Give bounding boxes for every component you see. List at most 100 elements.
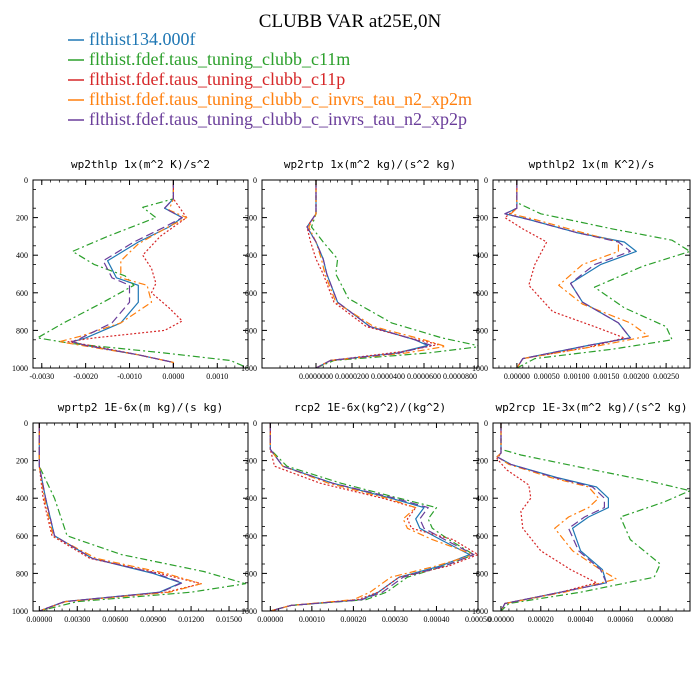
x-tick-label: 0.00900 (140, 615, 166, 624)
panel-title: wpthlp2 1x(m K^2)/s (529, 158, 655, 171)
series-line (269, 423, 475, 611)
x-tick-label: 0.00010 (299, 615, 325, 624)
y-tick-label: 200 (16, 214, 28, 223)
chart-panel: wpthlp2 1x(m K^2)/s 0 200 400 600 800 1000 0.00… (472, 158, 691, 381)
y-tick-label: 400 (245, 251, 257, 260)
legend-label: flthist134.000f (89, 29, 196, 49)
series-line (269, 423, 471, 611)
plot-frame (32, 179, 249, 369)
y-tick-label: 0 (253, 176, 257, 185)
series-line (71, 180, 183, 368)
x-tick-label: 0.00030 (382, 615, 408, 624)
x-tick-label: 0.00200 (623, 372, 649, 381)
x-tick-label: 0.00150 (593, 372, 619, 381)
y-tick-label: 400 (476, 251, 488, 260)
series-line (308, 180, 447, 368)
x-tick-label: -0.0010 (117, 372, 142, 381)
series-line (496, 423, 618, 611)
x-tick-label: 0.00040 (423, 615, 449, 624)
x-tick-label: 0.0000200 (335, 372, 369, 381)
y-tick-label: 600 (476, 289, 488, 298)
series-line (500, 423, 690, 611)
y-tick-label: 400 (245, 494, 257, 503)
chart-panel: rcp2 1E-6x(kg^2)/(kg^2) 0 200 400 600 800 1000… (241, 401, 491, 624)
x-tick-label: 0.00250 (653, 372, 679, 381)
legend-entry: flthist134.000f (68, 29, 196, 49)
series-group (504, 180, 690, 368)
y-tick-label: 400 (16, 251, 28, 260)
series-line (496, 423, 610, 611)
x-tick-label: 0.00000 (504, 372, 530, 381)
y-tick-label: 200 (16, 457, 28, 466)
legend: flthist134.000fflthist.fdef.taus_tuning_… (68, 29, 472, 129)
series-line (496, 423, 608, 611)
series-line (38, 423, 202, 611)
plot-frame (261, 179, 479, 369)
x-tick-label: 0.00080 (647, 615, 673, 624)
x-tick-label: 0.0000 (162, 372, 184, 381)
y-tick-label: 0 (24, 419, 28, 428)
x-tick-label: 0.0010 (206, 372, 228, 381)
x-tick-label: 0.00000 (488, 615, 514, 624)
y-tick-label: 600 (476, 532, 488, 541)
y-tick-label: 1000 (241, 364, 257, 373)
y-tick-label: 400 (16, 494, 28, 503)
panel-title: wp2rcp 1E-3x(m^2 kg)/(s^2 kg) (495, 401, 687, 414)
series-line (504, 180, 631, 368)
panel-title: wprtp2 1E-6x(m kg)/(s kg) (58, 401, 224, 414)
x-tick-label: -0.0020 (73, 372, 98, 381)
y-tick-label: 200 (476, 214, 488, 223)
series-line (38, 423, 182, 611)
legend-label: flthist.fdef.taus_tuning_clubb_c_invrs_t… (89, 109, 467, 129)
plot-frame (32, 422, 249, 612)
y-tick-label: 600 (245, 532, 257, 541)
series-line (516, 180, 690, 368)
series-line (38, 423, 247, 611)
panel-title: wp2thlp 1x(m^2 K)/s^2 (71, 158, 210, 171)
plot-frame (492, 179, 691, 369)
y-tick-label: 400 (476, 494, 488, 503)
y-tick-label: 600 (16, 532, 28, 541)
series-line (58, 180, 188, 368)
series-group (496, 423, 690, 611)
series-group (38, 423, 247, 611)
chart-panel: wp2rcp 1E-3x(m^2 kg)/(s^2 kg) 0 200 400 600 8… (472, 401, 691, 624)
legend-entry: flthist.fdef.taus_tuning_clubb_c11m (68, 49, 350, 69)
series-line (510, 180, 649, 368)
series-line (38, 423, 183, 611)
y-tick-label: 1000 (472, 607, 488, 616)
panel-grid: wp2thlp 1x(m^2 K)/s^202004006008001000-0… (12, 158, 691, 624)
x-tick-label: 0.00060 (607, 615, 633, 624)
y-tick-label: 1000 (12, 364, 28, 373)
y-tick-label: 0 (253, 419, 257, 428)
y-tick-label: 0 (484, 419, 488, 428)
y-tick-label: 200 (245, 214, 257, 223)
y-tick-label: 800 (476, 326, 488, 335)
x-tick-label: 0.00040 (568, 615, 594, 624)
x-tick-label: 0.00000 (26, 615, 52, 624)
legend-entry: flthist.fdef.taus_tuning_clubb_c_invrs_t… (68, 89, 472, 109)
series-line (306, 180, 429, 368)
y-tick-label: 800 (476, 569, 488, 578)
x-tick-label: 0.00050 (465, 615, 491, 624)
series-line (269, 423, 475, 611)
series-line (504, 180, 625, 368)
panel-title: rcp2 1E-6x(kg^2)/(kg^2) (294, 401, 446, 414)
y-tick-label: 1000 (472, 364, 488, 373)
x-tick-label: 0.0000800 (443, 372, 477, 381)
y-tick-label: 800 (16, 326, 28, 335)
series-line (36, 180, 248, 368)
chart-panel: wp2thlp 1x(m^2 K)/s^202004006008001000-0… (12, 158, 249, 381)
y-tick-label: 0 (484, 176, 488, 185)
series-line (38, 423, 202, 611)
series-line (496, 423, 598, 611)
x-tick-label: 0.00020 (528, 615, 554, 624)
series-group (269, 423, 478, 611)
y-tick-label: 200 (245, 457, 257, 466)
x-tick-label: 0.00300 (64, 615, 90, 624)
y-tick-label: 800 (245, 326, 257, 335)
x-tick-label: -0.0030 (29, 372, 54, 381)
chart-panel: wprtp2 1E-6x(m kg)/(s kg) 0 200 400 600 800 10… (12, 401, 249, 624)
x-tick-label: 0.01500 (216, 615, 242, 624)
